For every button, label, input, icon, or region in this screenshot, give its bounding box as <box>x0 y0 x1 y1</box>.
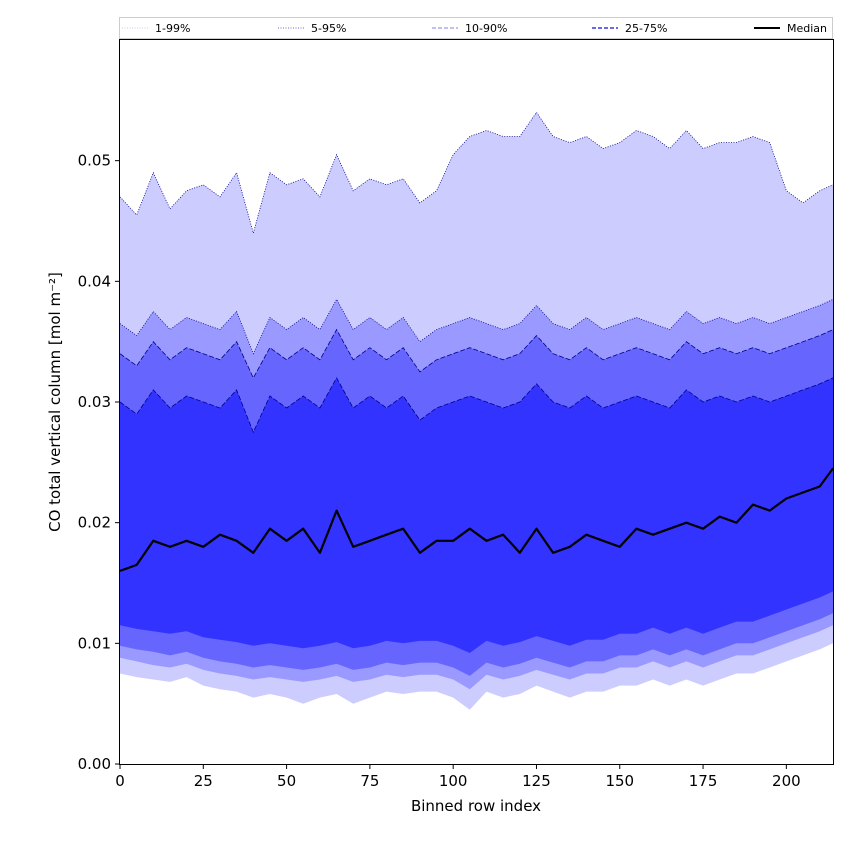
legend-label: 25-75% <box>625 22 667 35</box>
x-tick-label: 150 <box>605 772 634 790</box>
legend-label: 10-90% <box>465 22 507 35</box>
x-tick-label: 75 <box>360 772 379 790</box>
legend-label: Median <box>787 22 827 35</box>
x-tick-label: 50 <box>277 772 296 790</box>
band-edge-25-75% <box>119 377 834 434</box>
x-tick-label: 100 <box>439 772 468 790</box>
y-tick-label: 0.01 <box>78 634 111 652</box>
y-tick-label: 0.04 <box>78 272 111 290</box>
x-tick-label: 175 <box>689 772 718 790</box>
median-line <box>119 467 834 572</box>
band-25-75% <box>120 377 833 653</box>
y-tick-label: 0.03 <box>78 393 111 411</box>
legend-box <box>119 17 833 39</box>
x-axis-label: Binned row index <box>411 797 541 815</box>
x-tick-label: 200 <box>772 772 801 790</box>
legend-label: 1-99% <box>155 22 190 35</box>
x-tick-label: 125 <box>522 772 551 790</box>
legend-label: 5-95% <box>311 22 346 35</box>
band-edge-10-90% <box>119 328 834 379</box>
x-tick-label: 25 <box>194 772 213 790</box>
y-ticks: 0.00 0.01 0.02 0.03 0.04 0.05 <box>78 152 120 773</box>
legend: 1-99% 5-95% 10-90% 25-75% Median <box>119 17 833 39</box>
median-layer <box>119 467 834 572</box>
y-axis-label: CO total vertical column [mol m⁻²] <box>46 272 64 532</box>
band-edge-5-95% <box>119 298 834 355</box>
x-tick-label: 0 <box>115 772 125 790</box>
percentile-bands <box>119 111 834 710</box>
y-tick-label: 0.02 <box>78 514 111 532</box>
y-tick-label: 0.05 <box>78 152 111 170</box>
y-tick-label: 0.00 <box>78 755 111 773</box>
x-ticks: 0 25 50 75 100 125 150 175 200 <box>115 764 801 790</box>
band-edge-1-99% <box>119 111 834 235</box>
